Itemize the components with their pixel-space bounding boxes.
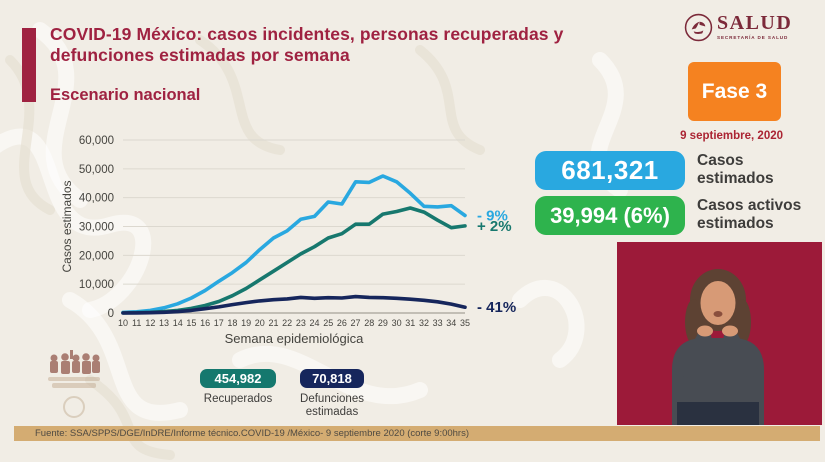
salud-wordmark: SALUD SECRETARÍA DE SALUD [717,12,792,40]
svg-text:27: 27 [351,318,361,328]
svg-text:33: 33 [433,318,443,328]
salud-subtitle: SECRETARÍA DE SALUD [717,35,789,40]
svg-text:60,000: 60,000 [79,135,114,147]
stat-defunciones-label: Defunciones estimadas [300,393,364,418]
svg-text:10,000: 10,000 [79,279,114,291]
svg-text:16: 16 [200,318,210,328]
chart-svg: 0 10,000 20,000 30,000 40,000 50,000 60,000 10 1… [60,135,516,346]
svg-text:11: 11 [132,318,141,328]
svg-text:29: 29 [378,318,388,328]
svg-text:50,000: 50,000 [79,164,114,176]
page-title: COVID-19 México: casos incidentes, perso… [50,24,690,66]
report-date: 9 septiembre, 2020 [680,130,783,142]
svg-text:- 41%: - 41% [477,299,516,316]
svg-text:Semana epidemiológica: Semana epidemiológica [225,331,365,346]
phase-badge: Fase 3 [688,62,781,121]
salud-title: SALUD [717,12,793,34]
svg-text:20,000: 20,000 [79,250,114,262]
svg-text:24: 24 [310,318,320,328]
stat-casos-activos-value: 39,994 (6%) [535,196,685,235]
svg-text:19: 19 [241,318,251,328]
gobierno-heroes-emblem [48,350,100,418]
svg-text:26: 26 [337,318,347,328]
stat-casos-activos-label: Casos activos estimados [697,197,802,232]
svg-text:20: 20 [255,318,265,328]
page-subtitle: Escenario nacional [50,86,201,104]
sign-language-interpreter-video [617,242,822,425]
svg-text:28: 28 [364,318,374,328]
stat-recuperados-value: 454,982 [200,369,276,388]
stat-defunciones-value: 70,818 [300,369,364,388]
svg-text:Casos estimados: Casos estimados [60,180,74,272]
page-title-line2: defunciones estimadas por semana [50,45,350,65]
svg-text:23: 23 [296,318,306,328]
epidemic-curve-chart: 0 10,000 20,000 30,000 40,000 50,000 60,000 10 1… [55,130,525,348]
svg-text:30: 30 [392,318,402,328]
stat-casos-estimados-label: Casos estimados [697,152,774,187]
svg-text:34: 34 [446,318,456,328]
svg-text:31: 31 [405,318,415,328]
page-title-line1: COVID-19 México: casos incidentes, perso… [50,24,564,44]
svg-text:13: 13 [159,318,169,328]
svg-text:40,000: 40,000 [79,193,114,205]
svg-text:15: 15 [186,318,196,328]
svg-text:35: 35 [460,318,470,328]
salud-eagle-icon [684,13,713,42]
footer-source-bar: Fuente: SSA/SPPS/DGE/InDRE/Informe técni… [14,426,820,441]
svg-text:25: 25 [323,318,333,328]
svg-text:- 9%: - 9% [477,208,508,225]
svg-text:0: 0 [108,308,114,320]
salud-logo: SALUD SECRETARÍA DE SALUD [684,12,814,46]
svg-text:18: 18 [227,318,237,328]
svg-text:+ 2%: + 2% [477,218,512,235]
svg-text:12: 12 [145,318,155,328]
title-accent-bar [22,28,36,102]
svg-text:14: 14 [173,318,183,328]
footer-source-text: Fuente: SSA/SPPS/DGE/InDRE/Informe técni… [35,428,470,439]
svg-text:22: 22 [282,318,292,328]
svg-text:32: 32 [419,318,429,328]
svg-text:21: 21 [268,318,278,328]
stat-casos-estimados-value: 681,321 [535,151,685,190]
stat-recuperados-label: Recuperados [203,393,273,405]
svg-text:30,000: 30,000 [79,222,114,234]
svg-text:10: 10 [118,318,128,328]
svg-text:17: 17 [214,318,224,328]
